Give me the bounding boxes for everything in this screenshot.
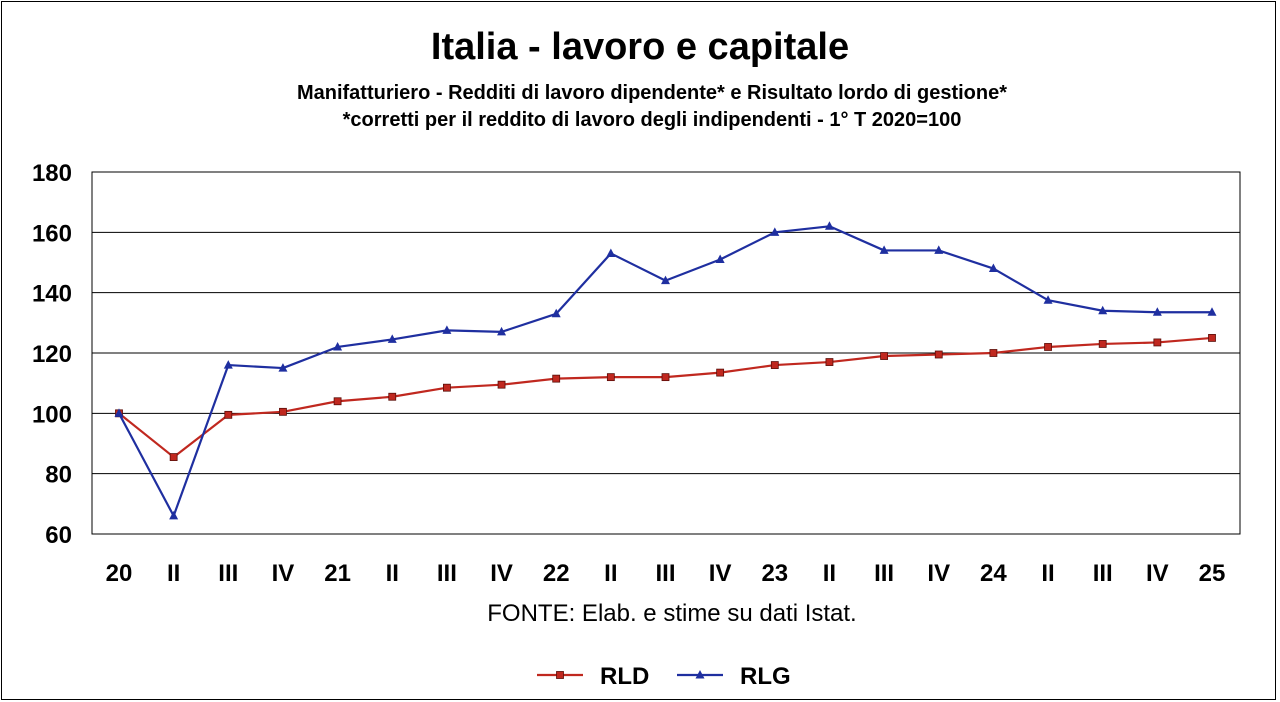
data-point-rld (716, 368, 725, 377)
x-tick-label: 24 (980, 560, 1007, 587)
chart-title: Italia - lavoro e capitale (430, 26, 850, 68)
x-tick-label: IV (927, 560, 950, 587)
data-point-rld (606, 373, 615, 382)
data-point-rlg (114, 408, 124, 417)
data-point-rld (825, 358, 834, 366)
x-tick-label: 21 (324, 560, 351, 587)
x-tick-label: IV (490, 560, 513, 587)
data-point-rlg (497, 326, 507, 336)
data-point-rld (989, 349, 998, 357)
x-tick-label: 20 (106, 560, 133, 587)
y-axis-ticks: 60 80 100 120 140 160 180 (32, 160, 72, 549)
legend-label-rld: RLD (600, 663, 649, 690)
data-point-rld (1098, 340, 1107, 348)
data-point-rlg (223, 360, 233, 369)
data-point-rld (880, 352, 888, 360)
y-tick-label: 100 (32, 401, 72, 428)
y-tick-label: 60 (45, 522, 72, 549)
x-axis-ticks: 20 II III IV 21 II III IV 22 II III IV 23 II III IV 24 II… (106, 560, 1226, 587)
data-point-rld (661, 373, 670, 382)
data-point-rld (1153, 338, 1162, 347)
y-tick-label: 120 (32, 341, 72, 368)
x-tick-label: III (874, 560, 894, 587)
data-point-rlg (661, 275, 670, 285)
grid-lines (92, 171, 1240, 535)
series-line-rld (118, 336, 1213, 459)
x-tick-label: 23 (761, 560, 788, 587)
x-tick-label: III (437, 560, 457, 587)
chart-subtitle-line2: *corretti per il reddito di lavoro degli… (342, 109, 962, 131)
data-point-rld (279, 407, 287, 416)
data-point-rld (934, 350, 943, 359)
data-point-rlg (715, 254, 725, 263)
y-tick-label: 180 (32, 160, 72, 187)
data-point-rld (442, 383, 451, 392)
data-point-rld (388, 392, 397, 401)
data-point-rlg (1098, 305, 1108, 315)
data-point-rld (770, 361, 779, 369)
x-tick-label: 25 (1199, 560, 1226, 587)
data-point-rld (552, 374, 561, 383)
legend: RLD RLG (537, 663, 791, 690)
data-point-rlg (770, 227, 780, 236)
source-note: FONTE: Elab. e stime su dati Istat. (487, 600, 857, 627)
data-point-rld (1208, 334, 1216, 342)
legend-marker-rld (556, 671, 564, 679)
legend-label-rlg: RLG (740, 663, 791, 690)
x-tick-label: III (1093, 560, 1113, 587)
x-tick-label: IV (272, 560, 295, 587)
chart-subtitle-line1: Manifatturiero - Redditi di lavoro dipen… (296, 82, 1008, 104)
data-point-rld (497, 380, 506, 389)
data-point-rlg (169, 510, 179, 520)
data-point-rlg (988, 263, 998, 273)
x-tick-label: II (1041, 560, 1054, 587)
data-point-rlg (1207, 307, 1217, 316)
data-point-rlg (824, 221, 834, 230)
x-tick-label: II (604, 560, 617, 587)
data-point-rld (224, 410, 233, 419)
data-point-rlg (934, 245, 944, 254)
data-point-rlg (333, 341, 343, 351)
data-point-rlg (1043, 295, 1053, 304)
data-point-rld (169, 453, 178, 461)
legend-marker-rlg (695, 670, 705, 679)
y-tick-label: 80 (45, 462, 72, 489)
series-lines (114, 221, 1217, 520)
data-point-rlg (606, 248, 616, 257)
x-tick-label: III (655, 560, 675, 587)
data-point-rld (1044, 343, 1052, 351)
x-tick-label: IV (709, 560, 732, 587)
y-tick-label: 140 (32, 281, 72, 308)
x-tick-label: IV (1146, 560, 1169, 587)
plot-area (91, 171, 1241, 535)
x-tick-label: II (167, 560, 180, 587)
x-tick-label: III (218, 560, 238, 587)
x-tick-label: II (386, 560, 399, 587)
data-point-rld (333, 397, 342, 406)
data-point-rlg (442, 325, 452, 334)
data-point-rlg (879, 245, 889, 254)
data-point-rlg (387, 334, 397, 343)
data-point-rlg (551, 308, 561, 318)
x-tick-label: 22 (543, 560, 570, 587)
data-point-rlg (1152, 307, 1162, 316)
x-tick-label: II (823, 560, 836, 587)
y-tick-label: 160 (32, 220, 72, 247)
data-point-rlg (278, 363, 288, 372)
